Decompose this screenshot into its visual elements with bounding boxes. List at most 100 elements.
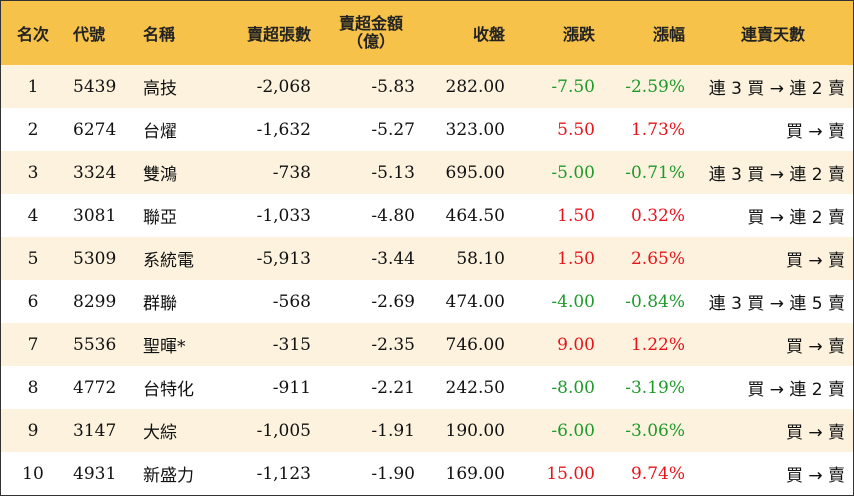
cell-net-amount: -2.69 [371, 291, 415, 312]
cell-name: 台特化 [143, 380, 194, 400]
cell-rank: 9 [27, 420, 39, 441]
cell-name: 聖暉* [143, 337, 186, 357]
cell-code: 3081 [73, 205, 117, 226]
cell-streak: 連 3 買 → 連 5 賣 [708, 294, 845, 314]
cell-net-shares: -1,632 [256, 119, 311, 140]
cell-rank: 7 [27, 334, 39, 355]
header-name: 名稱 [143, 25, 176, 44]
table-row: 9 3147 大綜 -1,005 -1.91 190.00 -6.00 -3.0… [1, 409, 853, 452]
cell-close: 464.50 [445, 205, 505, 226]
cell-pct: -0.71% [625, 162, 685, 183]
cell-change: 1.50 [557, 248, 595, 269]
cell-net-amount: -4.80 [371, 205, 415, 226]
table-row: 10 4931 新盛力 -1,123 -1.90 169.00 15.00 9.… [1, 452, 853, 495]
cell-code: 3324 [73, 162, 117, 183]
table-row: 8 4772 台特化 -911 -2.21 242.50 -8.00 -3.19… [1, 366, 853, 409]
cell-name: 聯亞 [143, 208, 177, 228]
cell-net-amount: -1.90 [371, 463, 415, 484]
cell-code: 5439 [73, 76, 117, 97]
header-pct: 漲幅 [652, 25, 685, 44]
cell-code: 5309 [73, 248, 117, 269]
cell-change: 5.50 [557, 119, 595, 140]
header-net-amount-line1: 賣超金額 [338, 14, 403, 33]
cell-change: -6.00 [551, 420, 595, 441]
cell-net-shares: -1,033 [256, 205, 311, 226]
cell-pct: 1.73% [630, 119, 685, 140]
cell-net-shares: -1,005 [256, 420, 311, 441]
cell-pct: 9.74% [630, 463, 685, 484]
cell-net-amount: -5.27 [371, 119, 415, 140]
table-row: 1 5439 高技 -2,068 -5.83 282.00 -7.50 -2.5… [1, 65, 853, 108]
cell-net-amount: -5.83 [371, 76, 415, 97]
cell-net-shares: -315 [272, 334, 311, 355]
cell-net-shares: -568 [272, 291, 311, 312]
cell-pct: -3.06% [625, 420, 685, 441]
cell-pct: -0.84% [625, 291, 685, 312]
cell-close: 282.00 [445, 76, 505, 97]
cell-name: 新盛力 [143, 466, 194, 486]
cell-change: -8.00 [551, 377, 595, 398]
header-row: 名次 代號 名稱 賣超張數 賣超金額 （億） 收盤 漲跌 漲幅 連賣天數 [1, 1, 853, 65]
cell-net-amount: -2.35 [371, 334, 415, 355]
cell-streak: 連 3 買 → 連 2 賣 [708, 79, 845, 99]
cell-close: 746.00 [445, 334, 505, 355]
cell-net-amount: -2.21 [371, 377, 415, 398]
cell-rank: 5 [27, 248, 39, 269]
cell-rank: 1 [27, 76, 39, 97]
table-row: 6 8299 群聯 -568 -2.69 474.00 -4.00 -0.84%… [1, 280, 853, 323]
cell-rank: 10 [22, 463, 44, 484]
cell-close: 169.00 [445, 463, 505, 484]
cell-change: -7.50 [551, 76, 595, 97]
cell-change: -5.00 [551, 162, 595, 183]
cell-streak: 買 → 賣 [785, 466, 845, 486]
header-net-shares: 賣超張數 [246, 25, 311, 44]
cell-change: -4.00 [551, 291, 595, 312]
header-change: 漲跌 [562, 25, 595, 44]
cell-change: 9.00 [557, 334, 595, 355]
cell-rank: 6 [27, 291, 39, 312]
cell-name: 系統電 [143, 251, 194, 271]
cell-net-shares: -911 [272, 377, 311, 398]
cell-rank: 8 [27, 377, 39, 398]
cell-streak: 買 → 連 2 賣 [747, 208, 845, 228]
table-row: 3 3324 雙鴻 -738 -5.13 695.00 -5.00 -0.71%… [1, 151, 853, 194]
cell-change: 1.50 [557, 205, 595, 226]
table-row: 7 5536 聖暉* -315 -2.35 746.00 9.00 1.22% … [1, 323, 853, 366]
cell-net-shares: -2,068 [256, 76, 311, 97]
cell-name: 大綜 [143, 423, 177, 443]
header-close: 收盤 [472, 25, 505, 44]
header-streak: 連賣天數 [740, 25, 805, 44]
cell-name: 高技 [143, 79, 177, 99]
cell-rank: 4 [27, 205, 39, 226]
cell-name: 雙鴻 [143, 165, 177, 185]
cell-net-shares: -5,913 [256, 248, 311, 269]
cell-streak: 買 → 賣 [785, 122, 845, 142]
cell-close: 190.00 [445, 420, 505, 441]
cell-streak: 買 → 賣 [785, 251, 845, 271]
cell-code: 3147 [73, 420, 117, 441]
cell-code: 5536 [73, 334, 117, 355]
cell-change: 15.00 [546, 463, 595, 484]
cell-close: 242.50 [445, 377, 505, 398]
table-body: 1 5439 高技 -2,068 -5.83 282.00 -7.50 -2.5… [1, 65, 853, 495]
cell-close: 695.00 [445, 162, 505, 183]
cell-net-amount: -5.13 [371, 162, 415, 183]
cell-code: 8299 [73, 291, 117, 312]
cell-close: 58.10 [456, 248, 505, 269]
table-row: 5 5309 系統電 -5,913 -3.44 58.10 1.50 2.65%… [1, 237, 853, 280]
cell-pct: 0.32% [630, 205, 685, 226]
header-net-amount: 賣超金額 （億） [319, 1, 423, 65]
cell-streak: 買 → 連 2 賣 [747, 380, 845, 400]
cell-pct: -3.19% [625, 377, 685, 398]
cell-net-shares: -1,123 [256, 463, 311, 484]
cell-pct: 2.65% [630, 248, 685, 269]
cell-streak: 買 → 賣 [785, 337, 845, 357]
table-row: 4 3081 聯亞 -1,033 -4.80 464.50 1.50 0.32%… [1, 194, 853, 237]
cell-net-amount: -1.91 [371, 420, 415, 441]
header-code: 代號 [73, 25, 106, 44]
cell-code: 4772 [73, 377, 117, 398]
cell-code: 4931 [73, 463, 117, 484]
header-rank: 名次 [16, 25, 49, 44]
